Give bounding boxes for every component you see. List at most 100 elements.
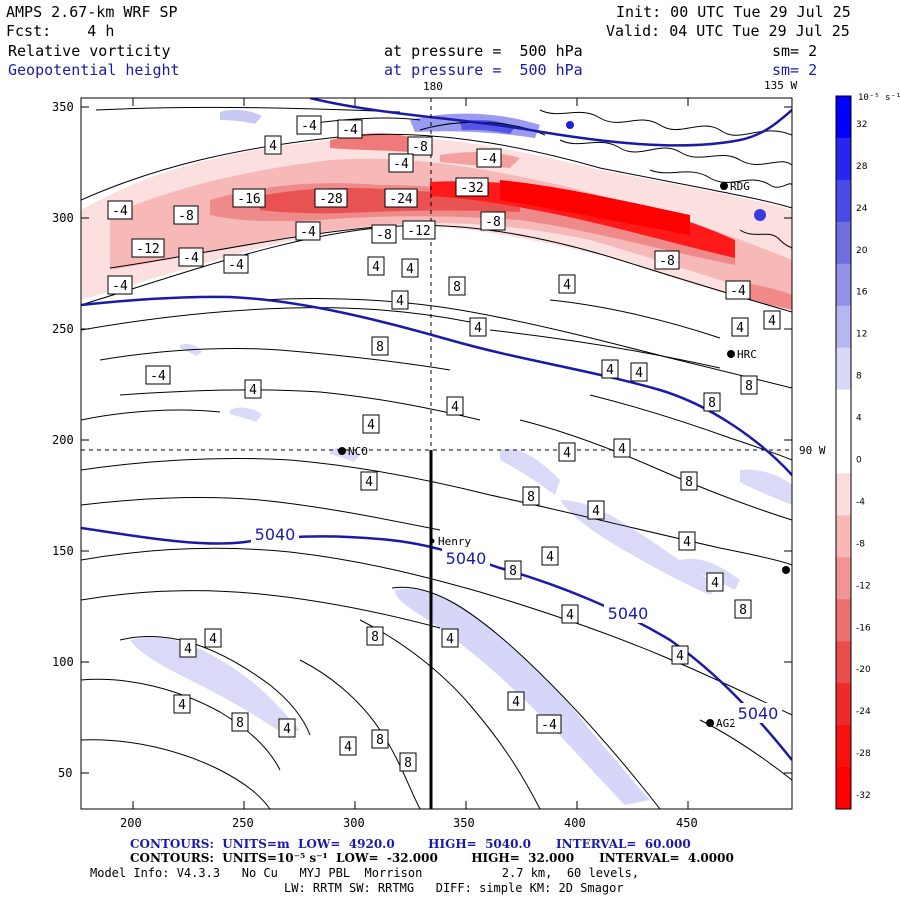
vorticity-label-box (587, 500, 605, 520)
y-tick-100: 100 (52, 655, 74, 669)
vorticity-label-box (371, 224, 397, 244)
y-tick-150: 150 (52, 544, 74, 558)
color-bar-segment (836, 305, 851, 349)
vorticity-label-box (178, 247, 204, 267)
field1-level: at pressure = 500 hPa (384, 42, 583, 60)
vorticity-contour-label: -8 (485, 215, 501, 230)
vorticity-contour-label: 8 (453, 280, 461, 295)
station-label: AG2 (716, 717, 736, 730)
vorticity-label-box (295, 221, 321, 241)
vorticity-label-box (480, 211, 506, 231)
vorticity-label-box (441, 628, 459, 648)
vorticity-label-box (371, 729, 389, 749)
vorticity-contour-label: -12 (136, 242, 159, 257)
color-bar-label: -8 (856, 539, 865, 549)
vorticity-label-box (558, 274, 576, 294)
vorticity-contour-label: 4 (283, 722, 291, 737)
vorticity-label-box (706, 572, 724, 592)
vorticity-label-box (601, 359, 619, 379)
meridian-label-135w: 135 W (764, 79, 798, 92)
vorticity-label-box (725, 280, 751, 300)
color-bar-label: -12 (856, 581, 871, 591)
color-bar-label: 32 (856, 120, 867, 130)
vorticity-label-box (371, 336, 389, 356)
vorticity-contour-label: 8 (376, 340, 384, 355)
vorticity-label-box (399, 752, 417, 772)
vorticity-label-box (402, 220, 436, 240)
station-label: HRC (737, 348, 757, 361)
vorticity-contour-label: -8 (412, 140, 428, 155)
vorticity-label-box (407, 136, 433, 156)
vorticity-label-box (107, 275, 133, 295)
color-bar-label: -4 (856, 497, 865, 507)
color-bar-segment (836, 179, 851, 223)
vorticity-contour-label: -4 (393, 157, 409, 172)
y-tick-350: 350 (52, 100, 74, 114)
color-bar-unit: 10⁻⁵ s⁻¹ (858, 93, 900, 103)
field1-name: Relative vorticity (8, 42, 171, 60)
vorticity-label-box (173, 694, 191, 714)
vorticity-label-box (703, 392, 721, 412)
vorticity-label-box (278, 718, 296, 738)
station-hrc: HRC (727, 348, 757, 361)
vorticity-contour-label: -4 (301, 119, 317, 134)
vorticity-label-box (204, 628, 222, 648)
vorticity-contour-label: 4 (344, 740, 352, 755)
station-nco: NCO (338, 445, 368, 458)
vorticity-contour-label: 4 (269, 139, 277, 154)
field2-name: Geopotential height (8, 61, 180, 79)
vorticity-label-box (339, 736, 357, 756)
vorticity-label-box (731, 317, 749, 337)
station-label: NCO (348, 445, 368, 458)
vorticity-contour-label: 8 (404, 756, 412, 771)
color-bar-label: -24 (856, 707, 871, 717)
vorticity-contour-label: -32 (460, 181, 483, 196)
vorticity-contour-label: 4 (563, 446, 571, 461)
station-rdg: RDG (720, 180, 750, 193)
vorticity-label-box (223, 254, 249, 274)
height-contour-label: 5040 (738, 704, 779, 723)
physics-info: LW: RRTM SW: RRTMG DIFF: simple KM: 2D S… (284, 881, 624, 895)
color-bar-segment (836, 641, 851, 684)
color-bar-segment (836, 557, 851, 600)
vorticity-contour-label: 8 (708, 396, 716, 411)
vorticity-label-box (654, 250, 680, 270)
color-bar-segment (836, 683, 851, 726)
vorticity-contour-label: 4 (566, 608, 574, 623)
map-frame (80, 97, 793, 810)
color-bar-segment (836, 389, 851, 433)
vorticity-label-box (446, 396, 464, 416)
vorticity-label-box (561, 604, 579, 624)
vorticity-contour-label: -4 (541, 718, 557, 733)
vorticity-contour-label: 8 (376, 733, 384, 748)
vorticity-contour-label: -24 (389, 192, 413, 207)
vorticity-contour-label: 4 (474, 321, 482, 336)
vorticity-contour-label: 4 (446, 632, 454, 647)
vorticity-contour-label: -4 (112, 204, 128, 219)
vorticity-contour-label: -8 (659, 254, 675, 269)
vorticity-contour-label: 4 (451, 400, 459, 415)
color-bar-segment (836, 347, 851, 391)
height-contour-info: CONTOURS: UNITS=m LOW= 4920.0 HIGH= 5040… (130, 837, 691, 851)
vorticity-contour-info: CONTOURS: UNITS=10⁻⁵ s⁻¹ LOW= -32.000 HI… (130, 851, 734, 865)
color-bar-label: 4 (856, 414, 862, 424)
height-contour-label: 5040 (255, 525, 296, 544)
color-bar-segment (836, 473, 851, 516)
vorticity-contour-label: 4 (367, 418, 375, 433)
vorticity-contour-label: 4 (618, 442, 626, 457)
vorticity-label-box (671, 645, 689, 665)
vorticity-label-box (384, 188, 418, 208)
color-bar-label: 28 (856, 162, 868, 172)
x-tick-400: 400 (564, 816, 586, 830)
x-tick-250: 250 (232, 816, 254, 830)
model-title: AMPS 2.67-km WRF SP (6, 3, 178, 21)
height-contour-label: 5040 (446, 549, 487, 568)
vorticity-contour-label: 4 (635, 366, 643, 381)
vorticity-contour-label: 4 (396, 294, 404, 309)
vorticity-label-box (366, 626, 384, 646)
vorticity-contour-label: -4 (183, 251, 199, 266)
valid-time: Valid: 04 UTC Tue 29 Jul 25 (606, 22, 850, 40)
vorticity-contour-label: -8 (178, 209, 194, 224)
station-ag2: AG2 (706, 717, 736, 730)
